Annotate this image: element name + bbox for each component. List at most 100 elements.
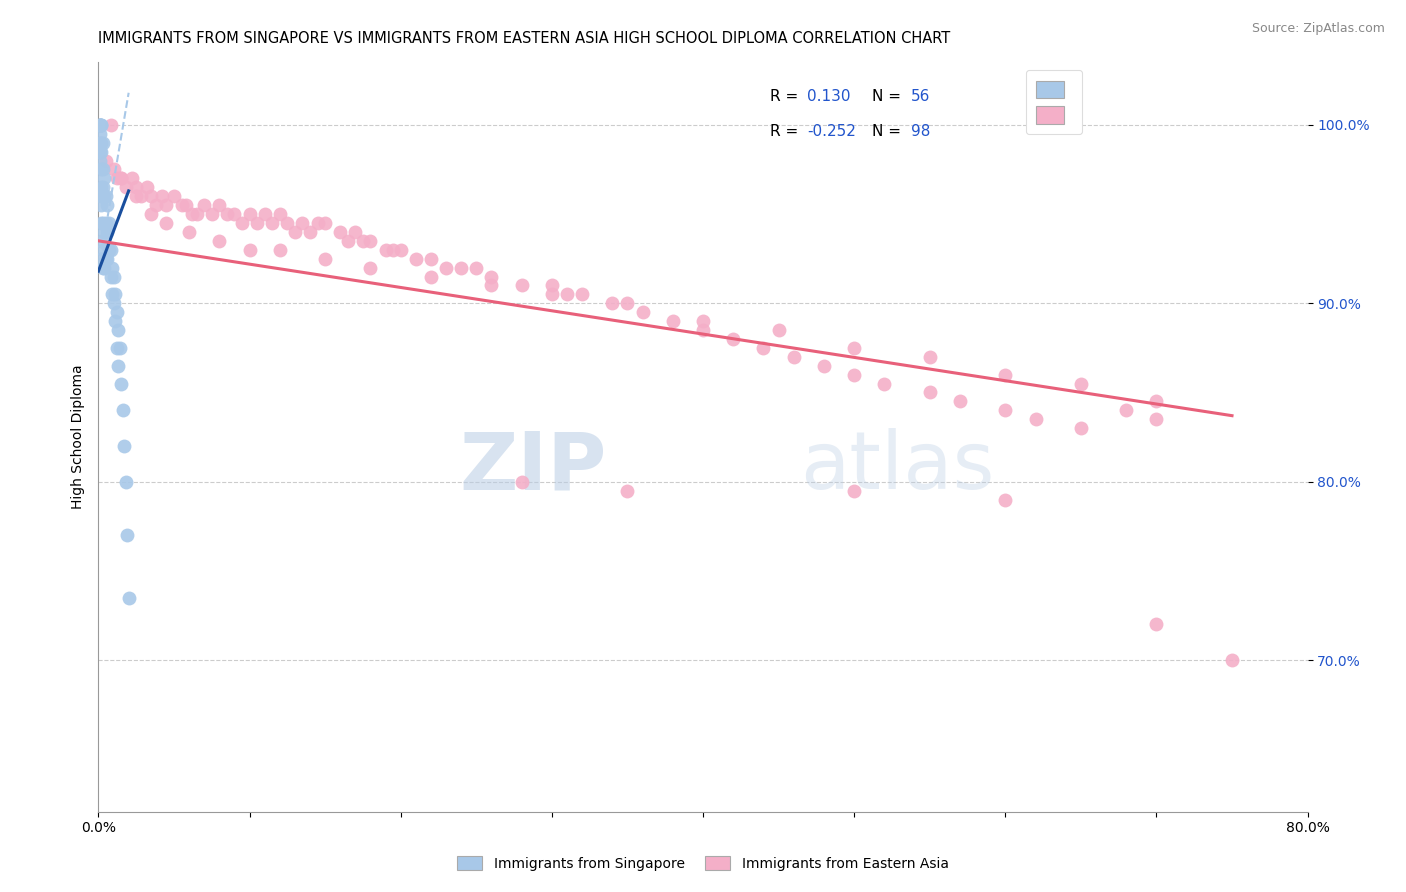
Point [723, 332, 745, 346]
Point [692, 323, 714, 337]
Point [314, 252, 336, 266]
Point [110, 376, 132, 391]
Text: 0.130: 0.130 [807, 88, 851, 103]
Point [179, 225, 201, 239]
Point [90, 162, 112, 177]
Point [844, 341, 866, 355]
Point [555, 287, 578, 301]
Point [96, 252, 118, 266]
Point [114, 475, 136, 489]
Point [481, 269, 503, 284]
Point [510, 278, 533, 293]
Point [107, 359, 129, 373]
Point [510, 475, 533, 489]
Text: R =: R = [769, 124, 803, 139]
Point [329, 225, 352, 239]
Point [155, 198, 177, 212]
Point [111, 403, 134, 417]
Point [89, 127, 111, 141]
Point [1070, 376, 1092, 391]
Point [465, 260, 488, 275]
Point [208, 234, 231, 248]
Point [89, 118, 111, 132]
Point [374, 243, 396, 257]
Point [1144, 394, 1167, 409]
Point [186, 207, 208, 221]
Point [1070, 421, 1092, 435]
Point [994, 368, 1017, 382]
Point [155, 216, 177, 230]
Point [540, 278, 562, 293]
Point [90, 118, 112, 132]
Point [89, 153, 111, 168]
Point [89, 118, 111, 132]
Point [1144, 412, 1167, 426]
Y-axis label: High School Diploma: High School Diploma [70, 365, 84, 509]
Point [112, 439, 135, 453]
Point [96, 198, 118, 212]
Point [89, 118, 111, 132]
Point [571, 287, 593, 301]
Point [141, 189, 163, 203]
Point [768, 323, 790, 337]
Point [269, 207, 291, 221]
Point [873, 376, 896, 391]
Point [170, 198, 193, 212]
Point [949, 394, 972, 409]
Point [90, 252, 112, 266]
Point [98, 243, 121, 257]
Point [813, 359, 835, 373]
Point [193, 198, 215, 212]
Point [360, 234, 382, 248]
Text: IMMIGRANTS FROM SINGAPORE VS IMMIGRANTS FROM EASTERN ASIA HIGH SCHOOL DIPLOMA CO: IMMIGRANTS FROM SINGAPORE VS IMMIGRANTS … [98, 31, 950, 46]
Point [135, 180, 157, 194]
Text: Source: ZipAtlas.com: Source: ZipAtlas.com [1251, 22, 1385, 36]
Point [276, 216, 298, 230]
Point [103, 269, 125, 284]
Point [344, 225, 367, 239]
Point [104, 287, 127, 301]
Point [389, 243, 412, 257]
Point [450, 260, 472, 275]
Text: N =: N = [872, 88, 905, 103]
Point [616, 483, 638, 498]
Point [405, 252, 427, 266]
Point [360, 260, 382, 275]
Point [90, 118, 112, 132]
Point [114, 180, 136, 194]
Point [125, 180, 148, 194]
Point [89, 118, 111, 132]
Point [105, 171, 128, 186]
Point [121, 171, 143, 186]
Text: 56: 56 [911, 88, 931, 103]
Point [174, 198, 197, 212]
Point [103, 296, 125, 310]
Point [100, 118, 122, 132]
Point [105, 305, 128, 319]
Point [129, 189, 152, 203]
Point [231, 216, 253, 230]
Point [481, 278, 503, 293]
Point [918, 385, 941, 400]
Point [783, 350, 806, 364]
Point [93, 225, 115, 239]
Point [540, 287, 562, 301]
Point [100, 243, 122, 257]
Point [90, 136, 112, 150]
Legend: Immigrants from Singapore, Immigrants from Eastern Asia: Immigrants from Singapore, Immigrants fr… [451, 850, 955, 876]
Point [420, 252, 443, 266]
Point [314, 216, 336, 230]
Point [90, 198, 112, 212]
Point [94, 252, 117, 266]
Point [108, 341, 131, 355]
Point [91, 136, 114, 150]
Point [94, 216, 117, 230]
Point [90, 180, 112, 194]
Point [284, 225, 307, 239]
Point [90, 234, 112, 248]
Text: N =: N = [872, 124, 905, 139]
Point [752, 341, 775, 355]
Point [100, 269, 122, 284]
Point [692, 314, 714, 328]
Point [104, 314, 127, 328]
